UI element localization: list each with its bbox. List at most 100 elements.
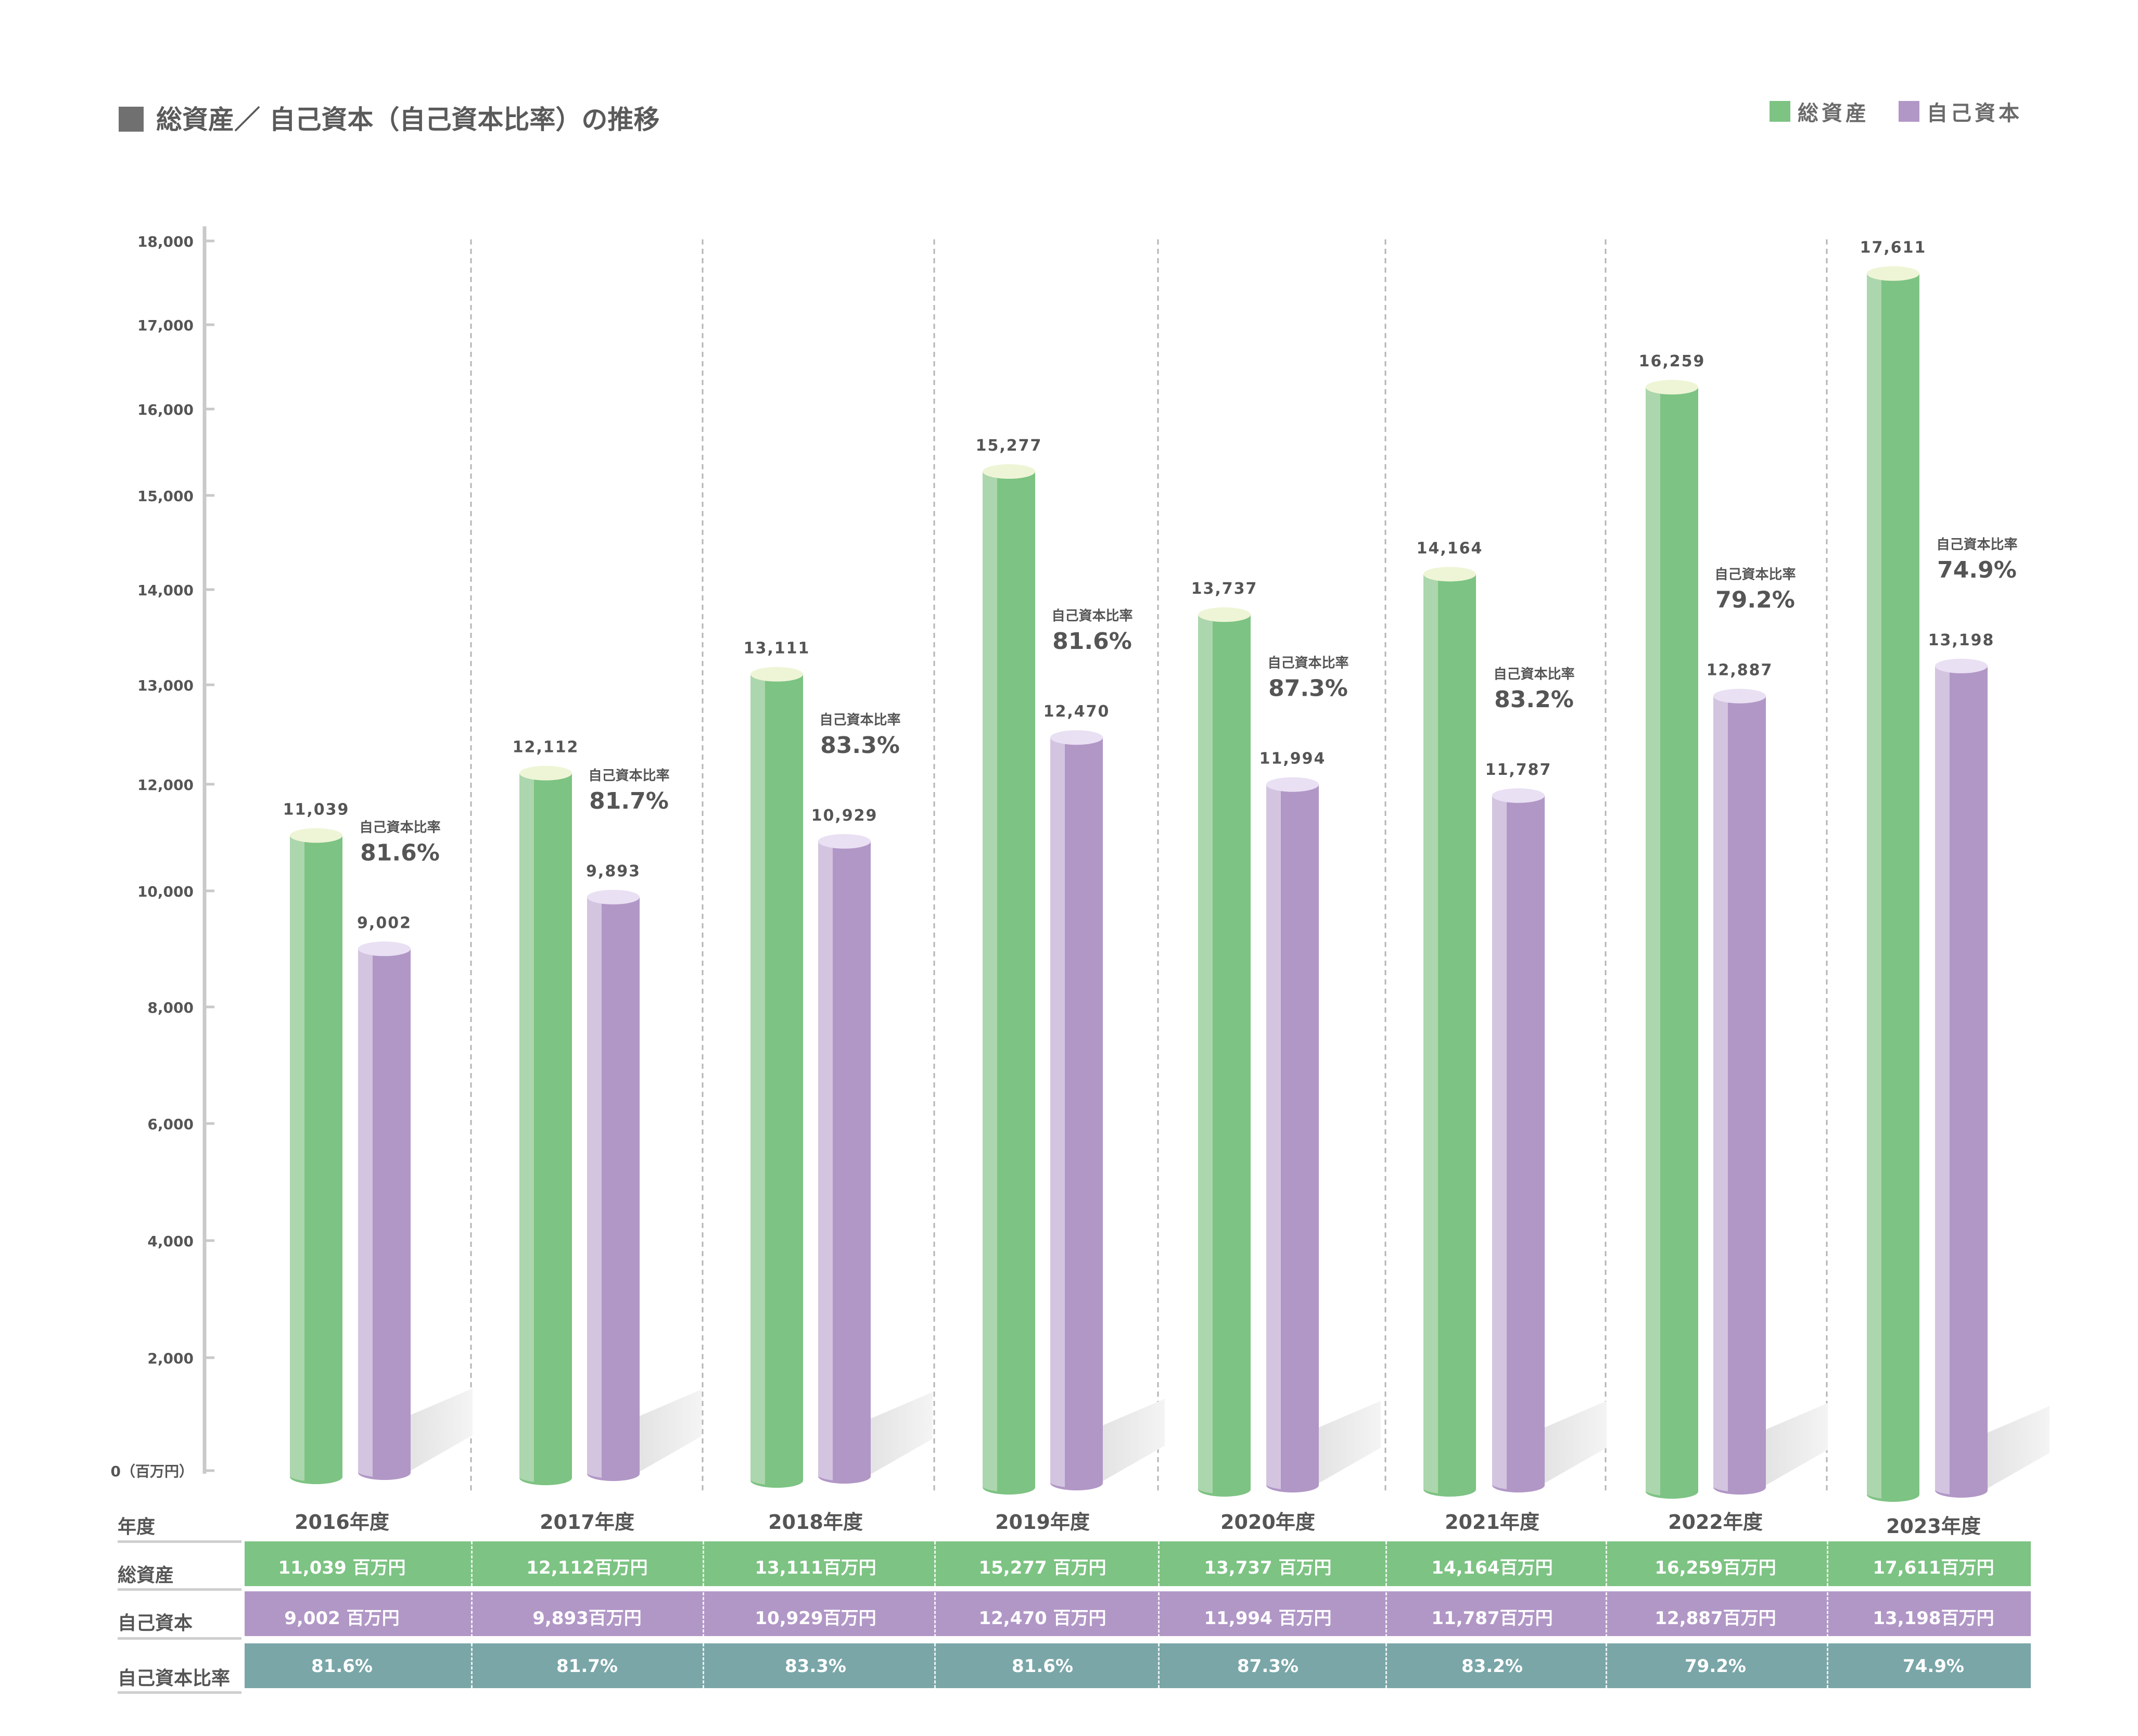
row-label-ratio: 自己資本比率 xyxy=(118,1668,231,1689)
data-label-total-assets: 13,111 xyxy=(744,640,810,658)
bar-total-assets xyxy=(1646,380,1698,1499)
bar-equity xyxy=(1050,730,1103,1491)
table-cell-equity: 12,470 百万円 xyxy=(978,1608,1106,1629)
year-label: 2023年度 xyxy=(1886,1515,1981,1538)
y-tick-label: 4,000 xyxy=(147,1233,194,1250)
year-label: 2022年度 xyxy=(1668,1511,1763,1534)
table-column-divider xyxy=(703,1541,704,1688)
y-tick-label: 14,000 xyxy=(137,582,194,599)
data-label-total-assets: 13,737 xyxy=(1191,580,1258,598)
table-cell-equity: 10,929百万円 xyxy=(755,1608,876,1629)
table-cell-assets: 13,737 百万円 xyxy=(1204,1558,1332,1578)
table-cell-assets: 14,164百万円 xyxy=(1431,1558,1553,1578)
ratio-row-band xyxy=(245,1643,2031,1688)
data-label-total-assets: 15,277 xyxy=(976,437,1042,455)
table-cell-assets: 16,259百万円 xyxy=(1655,1558,1776,1578)
table-cell-equity: 9,002 百万円 xyxy=(284,1608,400,1629)
year-label: 2016年度 xyxy=(295,1511,389,1534)
table-column-divider xyxy=(1385,1541,1387,1688)
ratio-caption: 自己資本比率 xyxy=(588,768,669,784)
ratio-value: 74.9% xyxy=(1937,557,2017,583)
data-label-equity: 13,198 xyxy=(1928,631,1995,649)
table-cell-ratio: 83.3% xyxy=(785,1656,846,1677)
y-tick-label: 8,000 xyxy=(147,999,194,1016)
year-label: 2019年度 xyxy=(995,1511,1090,1534)
bar-total-assets xyxy=(750,667,803,1488)
data-label-equity: 12,470 xyxy=(1043,703,1110,721)
table-cell-ratio: 79.2% xyxy=(1685,1656,1746,1677)
table-cell-assets: 17,611百万円 xyxy=(1873,1558,1994,1578)
ratio-caption: 自己資本比率 xyxy=(1936,537,2017,553)
title-square-icon xyxy=(119,107,144,132)
row-label-equity: 自己資本 xyxy=(118,1613,193,1634)
bar-equity xyxy=(1492,788,1545,1492)
ratio-value: 83.3% xyxy=(820,732,900,759)
table-cell-assets: 11,039 百万円 xyxy=(278,1558,406,1578)
table-cell-ratio: 87.3% xyxy=(1237,1656,1299,1677)
bar-equity xyxy=(587,889,640,1481)
legend-item-equity: 自己資本 xyxy=(1899,96,2022,126)
year-label: 2021年度 xyxy=(1445,1511,1539,1534)
y-tick-label: 15,000 xyxy=(137,488,194,505)
y-tick-label: 10,000 xyxy=(137,883,194,900)
bar-equity xyxy=(358,941,411,1480)
y-tick-label: 16,000 xyxy=(137,401,194,418)
ratio-caption: 自己資本比率 xyxy=(359,819,440,835)
data-label-total-assets: 14,164 xyxy=(1417,539,1483,557)
y-tick-label: 6,000 xyxy=(147,1116,194,1133)
y-tick-label: 18,000 xyxy=(137,233,194,250)
data-label-equity: 9,893 xyxy=(586,862,641,880)
table-column-divider xyxy=(1158,1541,1160,1688)
table-cell-ratio: 81.6% xyxy=(311,1656,373,1677)
y-tick-label: 2,000 xyxy=(147,1350,194,1367)
row-divider xyxy=(118,1637,241,1640)
assets-row-band xyxy=(245,1541,2031,1586)
ratio-caption: 自己資本比率 xyxy=(1493,666,1574,682)
bar-total-assets xyxy=(1198,607,1251,1497)
table-cell-equity: 11,994 百万円 xyxy=(1204,1608,1332,1629)
y-tick-label: 13,000 xyxy=(137,677,194,694)
table-cell-ratio: 74.9% xyxy=(1903,1656,1964,1677)
ratio-value: 81.6% xyxy=(360,839,440,866)
bar-total-assets xyxy=(1423,567,1476,1497)
row-divider xyxy=(118,1588,241,1591)
ratio-value: 87.3% xyxy=(1268,675,1348,702)
legend-label-assets: 総資産 xyxy=(1798,101,1869,125)
row-label-assets: 総資産 xyxy=(118,1565,174,1586)
ratio-value: 79.2% xyxy=(1715,587,1795,614)
table-cell-equity: 13,198百万円 xyxy=(1873,1608,1994,1629)
table-cell-assets: 15,277 百万円 xyxy=(978,1558,1106,1578)
data-label-total-assets: 11,039 xyxy=(283,801,350,819)
ratio-value: 81.7% xyxy=(589,788,669,814)
row-divider xyxy=(118,1691,241,1694)
ratio-value: 81.6% xyxy=(1052,628,1132,655)
bar-chart: 0（百万円） 2,000 4,000 6,000 8,000 10,000 12,000 13… xyxy=(111,226,2050,1502)
data-label-equity: 11,994 xyxy=(1259,750,1326,768)
y-tick-label: 0（百万円） xyxy=(111,1463,194,1480)
legend-swatch-assets xyxy=(1770,101,1790,122)
table-cell-assets: 12,112百万円 xyxy=(526,1558,648,1578)
table-column-divider xyxy=(934,1541,936,1688)
table-cell-equity: 9,893百万円 xyxy=(532,1608,642,1629)
row-divider xyxy=(118,1540,241,1543)
ratio-caption: 自己資本比率 xyxy=(819,712,900,728)
bar-equity xyxy=(1713,688,1766,1495)
bar-equity xyxy=(1935,658,1988,1498)
bar-equity xyxy=(1266,777,1319,1492)
legend-label-equity: 自己資本 xyxy=(1927,101,2022,125)
data-label-equity: 10,929 xyxy=(811,807,878,825)
row-label-year: 年度 xyxy=(118,1516,156,1538)
ratio-caption: 自己資本比率 xyxy=(1267,655,1348,671)
ratio-caption: 自己資本比率 xyxy=(1051,608,1132,624)
table-cell-ratio: 81.6% xyxy=(1012,1656,1073,1677)
bar-total-assets xyxy=(1867,266,1919,1502)
table-cell-ratio: 81.7% xyxy=(556,1656,618,1677)
table-cell-ratio: 83.2% xyxy=(1461,1656,1523,1677)
legend-swatch-equity xyxy=(1899,101,1919,122)
y-tick-label: 12,000 xyxy=(137,776,194,794)
table-cell-assets: 13,111百万円 xyxy=(755,1558,876,1578)
y-tick-label: 17,000 xyxy=(137,317,194,334)
ratio-value: 83.2% xyxy=(1494,686,1574,713)
table-column-divider xyxy=(1827,1541,1828,1688)
ratio-caption: 自己資本比率 xyxy=(1714,567,1796,583)
